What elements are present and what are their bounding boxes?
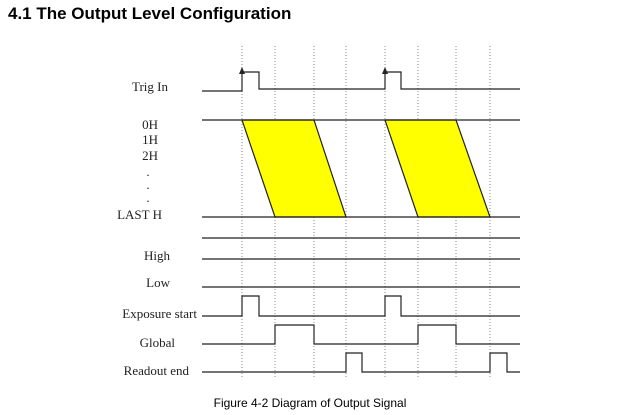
global-waveform [202,324,520,345]
label-ellipsis-dot: . [146,164,149,179]
label-readout-end: Readout end [124,363,190,378]
label-row-1h: 1H [142,132,158,147]
label-ellipsis-dot: . [146,190,149,205]
label-last-h: LAST H [117,207,162,222]
readout-region-2 [384,119,491,218]
readout-end-waveform [202,352,520,373]
label-high: High [144,248,171,263]
figure-caption: Figure 4-2 Diagram of Output Signal [213,396,407,410]
label-row-2h: 2H [142,148,158,163]
readout-region-1 [241,119,347,218]
label-row-0h: 0H [142,117,158,132]
label-global: Global [140,335,176,350]
trigger-arrow-icon [382,67,388,74]
trig-in-waveform [202,71,520,92]
label-trig-in: Trig In [132,79,169,94]
section-heading: 4.1 The Output Level Configuration [8,4,292,23]
exposure-start-waveform [202,295,520,317]
label-ellipsis-dot: . [146,177,149,192]
trigger-arrow-icon [239,67,245,74]
timing-gridlines [241,46,491,378]
label-exposure-start: Exposure start [122,306,197,321]
label-low: Low [146,275,170,290]
